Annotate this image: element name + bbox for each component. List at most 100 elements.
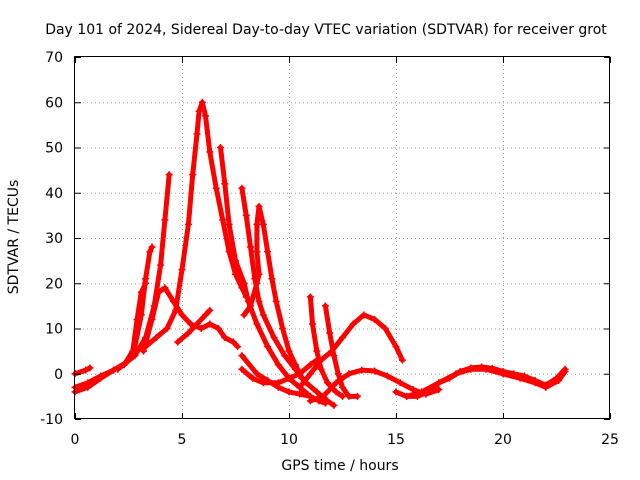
y-axis-label: SDTVAR / TECUs — [6, 180, 22, 295]
data-point-marker — [197, 325, 205, 332]
series-arc-10 — [240, 202, 306, 382]
data-point-marker — [157, 261, 165, 269]
data-point-marker — [253, 320, 261, 328]
data-point-marker — [206, 148, 214, 156]
data-point-marker — [499, 370, 507, 378]
data-point-marker — [152, 334, 160, 342]
axis-ticks — [75, 57, 611, 420]
data-point-marker — [332, 379, 340, 387]
data-point-marker — [225, 220, 233, 228]
data-point-marker — [221, 334, 229, 342]
series-arc-7 — [174, 306, 214, 346]
data-point-marker — [178, 266, 186, 274]
x-tick-label: 15 — [387, 432, 405, 448]
data-point-marker — [330, 401, 338, 409]
data-point-marker — [360, 311, 368, 319]
data-point-marker — [172, 306, 180, 314]
data-point-marker — [334, 370, 342, 378]
data-point-marker — [403, 392, 411, 400]
x-tick-label: 5 — [178, 432, 187, 448]
data-point-marker — [202, 112, 210, 120]
data-point-marker — [330, 352, 338, 360]
data-point-marker — [296, 390, 304, 398]
data-point-marker — [221, 180, 229, 188]
data-point-marker — [561, 367, 569, 375]
data-point-marker — [291, 361, 299, 369]
data-point-marker — [219, 216, 227, 224]
series-arc-15 — [321, 302, 361, 400]
data-point-marker — [285, 388, 293, 396]
data-point-marker — [339, 392, 346, 400]
data-point-marker — [253, 279, 261, 287]
x-tick-label: 0 — [71, 432, 80, 448]
data-point-marker — [371, 315, 379, 323]
y-tick-label: 40 — [45, 186, 63, 202]
x-tick-label: 20 — [494, 432, 512, 448]
data-point-marker — [281, 352, 289, 360]
data-point-marker — [324, 397, 332, 405]
series-arc-18 — [403, 365, 569, 400]
data-point-marker — [232, 257, 239, 265]
data-point-marker — [274, 379, 282, 387]
data-point-marker — [313, 347, 321, 355]
series-trace — [143, 99, 249, 350]
series-arc-12 — [238, 356, 321, 387]
data-point-marker — [345, 392, 353, 400]
chart-title: Day 101 of 2024, Sidereal Day-to-day VTE… — [45, 22, 607, 38]
y-tick-label: -10 — [40, 412, 63, 428]
data-point-marker — [435, 379, 443, 387]
data-point-marker — [371, 367, 379, 375]
data-point-marker — [542, 383, 550, 391]
data-point-marker — [396, 379, 404, 387]
data-point-marker — [467, 365, 475, 373]
data-point-marker — [319, 392, 327, 400]
data-point-marker — [418, 388, 426, 396]
data-point-marker — [195, 107, 203, 115]
data-point-marker — [217, 144, 225, 151]
data-point-marker — [82, 366, 90, 374]
plot-frame — [74, 56, 610, 419]
data-point-marker — [189, 171, 197, 179]
data-point-marker — [232, 270, 239, 278]
data-point-marker — [148, 315, 156, 323]
data-point-marker — [137, 311, 145, 319]
data-point-marker — [255, 202, 263, 210]
data-point-marker — [516, 374, 524, 382]
y-tick-label: 50 — [45, 141, 63, 157]
data-point-marker — [309, 320, 317, 328]
y-tick-label: 10 — [45, 322, 63, 338]
data-point-marker — [184, 329, 192, 337]
data-point-marker — [165, 171, 173, 179]
data-point-marker — [142, 275, 150, 283]
data-point-marker — [214, 325, 222, 332]
y-tick-label: 20 — [45, 276, 63, 292]
data-point-marker — [163, 325, 171, 332]
data-point-marker — [321, 302, 329, 310]
data-point-marker — [255, 270, 263, 278]
series-trace — [404, 366, 568, 399]
data-point-marker — [313, 388, 321, 396]
data-point-marker — [238, 352, 246, 360]
data-point-marker — [339, 383, 346, 391]
data-point-marker — [270, 334, 278, 342]
data-point-marker — [285, 347, 293, 355]
data-point-marker — [246, 302, 254, 310]
data-point-marker — [234, 343, 242, 351]
data-point-marker — [392, 388, 400, 396]
data-point-marker — [253, 370, 261, 378]
data-point-marker — [306, 293, 314, 301]
y-tick-label: 30 — [45, 231, 63, 247]
data-point-marker — [187, 320, 195, 328]
axis-tick-labels: 0 5 10 15 20 25 -10 0 10 20 30 40 50 60 70 — [40, 50, 619, 448]
data-point-marker — [238, 365, 246, 373]
data-point-marker — [86, 364, 94, 372]
data-point-marker — [161, 284, 169, 292]
data-point-marker — [339, 334, 346, 342]
data-point-marker — [353, 392, 361, 400]
x-tick-label: 10 — [280, 432, 298, 448]
data-point-marker — [178, 311, 186, 319]
series-trace — [115, 172, 172, 372]
data-point-marker — [326, 329, 334, 337]
y-tick-label: 60 — [45, 95, 63, 111]
